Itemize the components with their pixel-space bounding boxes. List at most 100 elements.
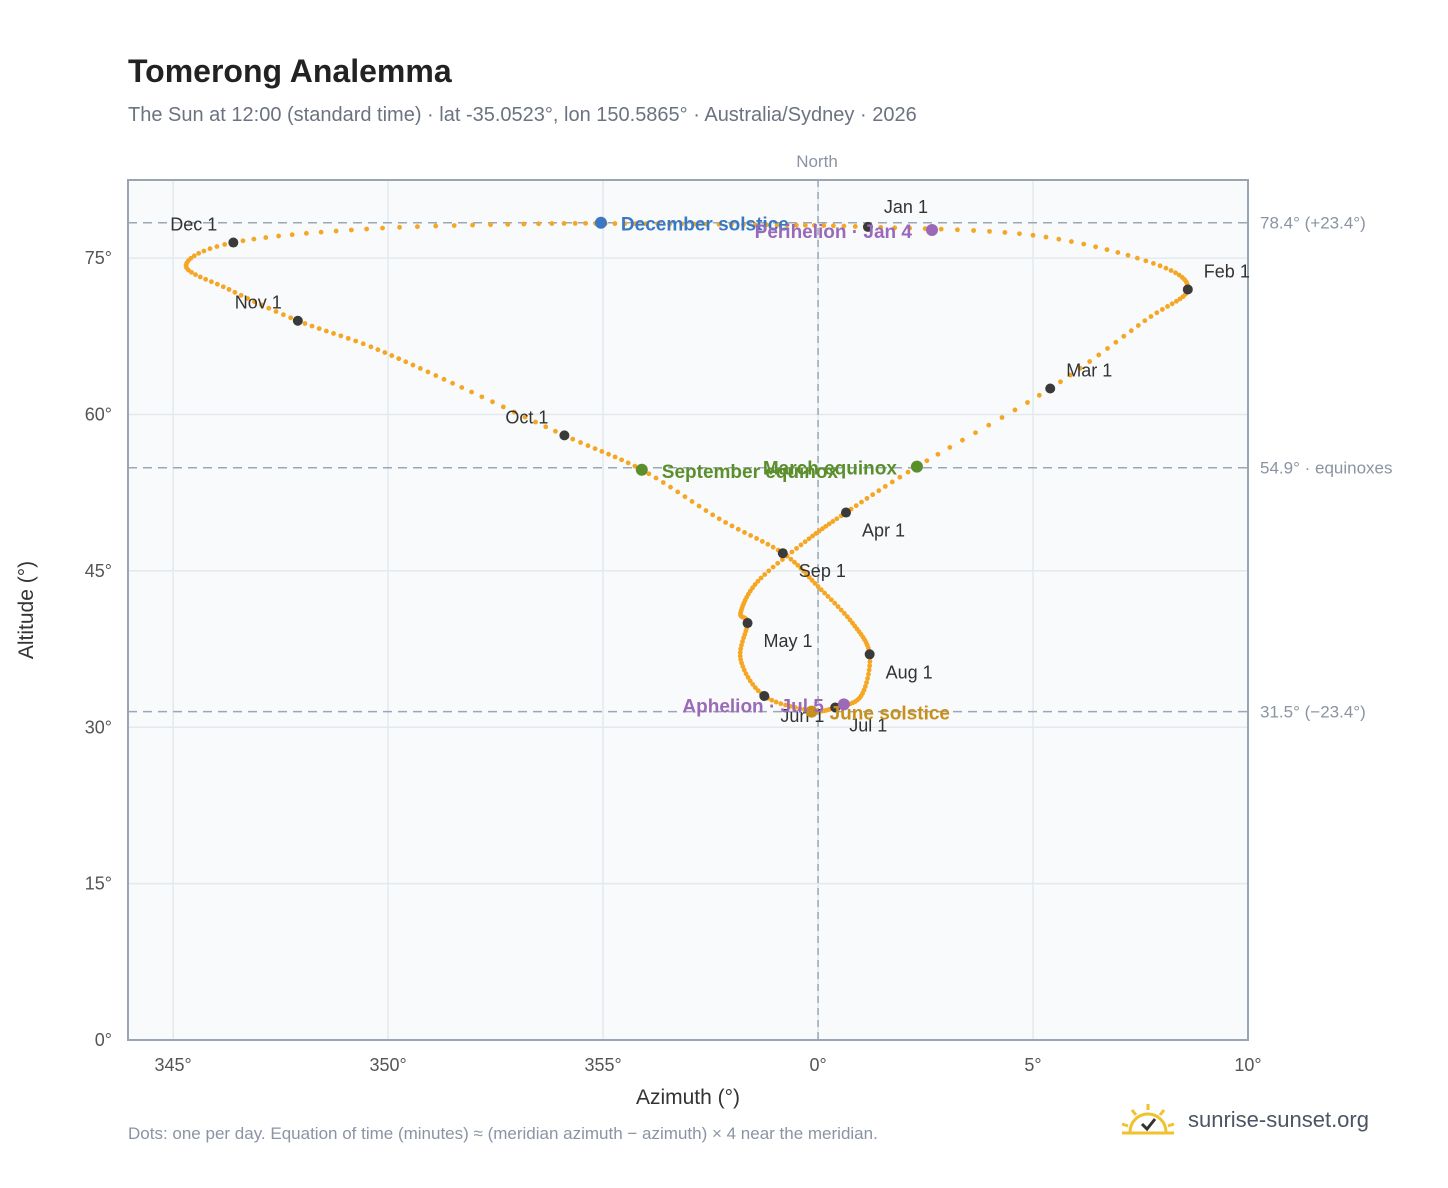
day-dot [232, 289, 238, 295]
day-dot [773, 699, 779, 705]
day-dot [397, 224, 402, 230]
day-dot [1115, 250, 1121, 255]
day-dot [612, 221, 618, 226]
day-dot [770, 544, 776, 550]
day-dot [1105, 346, 1110, 351]
day-dot [1174, 298, 1179, 304]
day-dot [668, 484, 673, 490]
month-label: Jan 1 [884, 197, 928, 217]
day-dot [867, 659, 873, 665]
day-dot [433, 373, 439, 378]
y-tick-label: 15° [85, 874, 112, 894]
day-dot [632, 221, 638, 227]
day-dot [201, 248, 207, 254]
day-dot [844, 614, 850, 620]
reference-line-label: 31.5° (−23.4°) [1260, 703, 1366, 722]
day-dot [1056, 236, 1062, 242]
day-dot [417, 366, 423, 371]
day-dot [838, 607, 844, 613]
day-dot [788, 556, 794, 562]
day-dot [196, 250, 202, 256]
month-label: Jul 1 [849, 715, 887, 735]
event-marker [635, 463, 648, 476]
day-dot [222, 242, 228, 247]
day-dot [364, 226, 370, 232]
month-marker [292, 315, 303, 326]
day-dot [809, 577, 815, 583]
day-dot [570, 436, 576, 442]
day-dot [987, 228, 992, 234]
day-dot [740, 664, 746, 669]
day-dot [197, 274, 203, 280]
day-dot [1104, 247, 1110, 253]
day-dot [831, 223, 836, 229]
day-dot [632, 463, 638, 469]
day-dot [789, 549, 795, 555]
day-dot [716, 221, 722, 227]
brand[interactable]: sunrise-sunset.org [1120, 1102, 1369, 1138]
day-dot [660, 480, 666, 485]
day-dot [745, 674, 751, 680]
day-dot [500, 404, 506, 410]
day-dot [353, 338, 359, 344]
y-tick-label: 60° [85, 405, 112, 425]
day-dot [758, 575, 764, 581]
day-dot [973, 430, 978, 436]
y-tick-label: 75° [85, 248, 112, 268]
event-marker [837, 698, 850, 711]
day-dot [599, 449, 605, 454]
month-marker [742, 618, 753, 629]
day-dot [1068, 372, 1073, 378]
day-dot [276, 233, 282, 239]
day-dot [288, 315, 294, 321]
month-marker [228, 237, 239, 248]
day-dot [1081, 241, 1087, 247]
day-dot [1128, 328, 1134, 334]
day-dot [583, 220, 589, 226]
day-dot [812, 223, 817, 228]
day-dot [309, 323, 315, 329]
y-tick-label: 30° [85, 717, 112, 737]
day-dot [1134, 255, 1140, 261]
day-dot [835, 604, 841, 610]
day-dot [907, 225, 912, 231]
day-dot [738, 646, 744, 652]
day-dot [784, 222, 790, 228]
event-label: September equinox [662, 462, 839, 483]
month-marker [559, 430, 570, 441]
day-dot [193, 272, 198, 278]
day-dot [396, 356, 402, 362]
day-dot [798, 542, 804, 548]
day-dot [521, 221, 527, 227]
footnote: Dots: one per day. Equation of time (min… [128, 1124, 878, 1143]
month-marker [862, 221, 873, 232]
day-dot [490, 399, 495, 405]
day-dot [862, 684, 868, 689]
x-tick-label: 345° [155, 1055, 192, 1075]
day-dot [818, 587, 824, 593]
day-dot [675, 489, 681, 495]
event-label: Aphelion · Jul 5 [682, 696, 824, 717]
event-label: December solstice [621, 215, 789, 236]
day-dot [561, 221, 567, 226]
day-dot [762, 572, 768, 577]
day-dot [375, 347, 381, 353]
day-dot [1017, 231, 1022, 237]
day-dot [742, 530, 747, 535]
day-dot [834, 516, 840, 522]
day-dot [333, 228, 339, 234]
day-dot [775, 560, 781, 566]
day-dot [866, 667, 872, 673]
day-dot [1043, 234, 1049, 240]
day-dot [870, 492, 876, 498]
day-dot [770, 564, 776, 570]
day-dot [360, 341, 366, 347]
day-dot [606, 451, 611, 457]
day-dot [1036, 392, 1042, 398]
day-dot [778, 701, 784, 707]
day-dot [780, 557, 785, 562]
day-dot [864, 496, 870, 501]
day-dot [382, 350, 388, 355]
day-dot [986, 422, 992, 428]
